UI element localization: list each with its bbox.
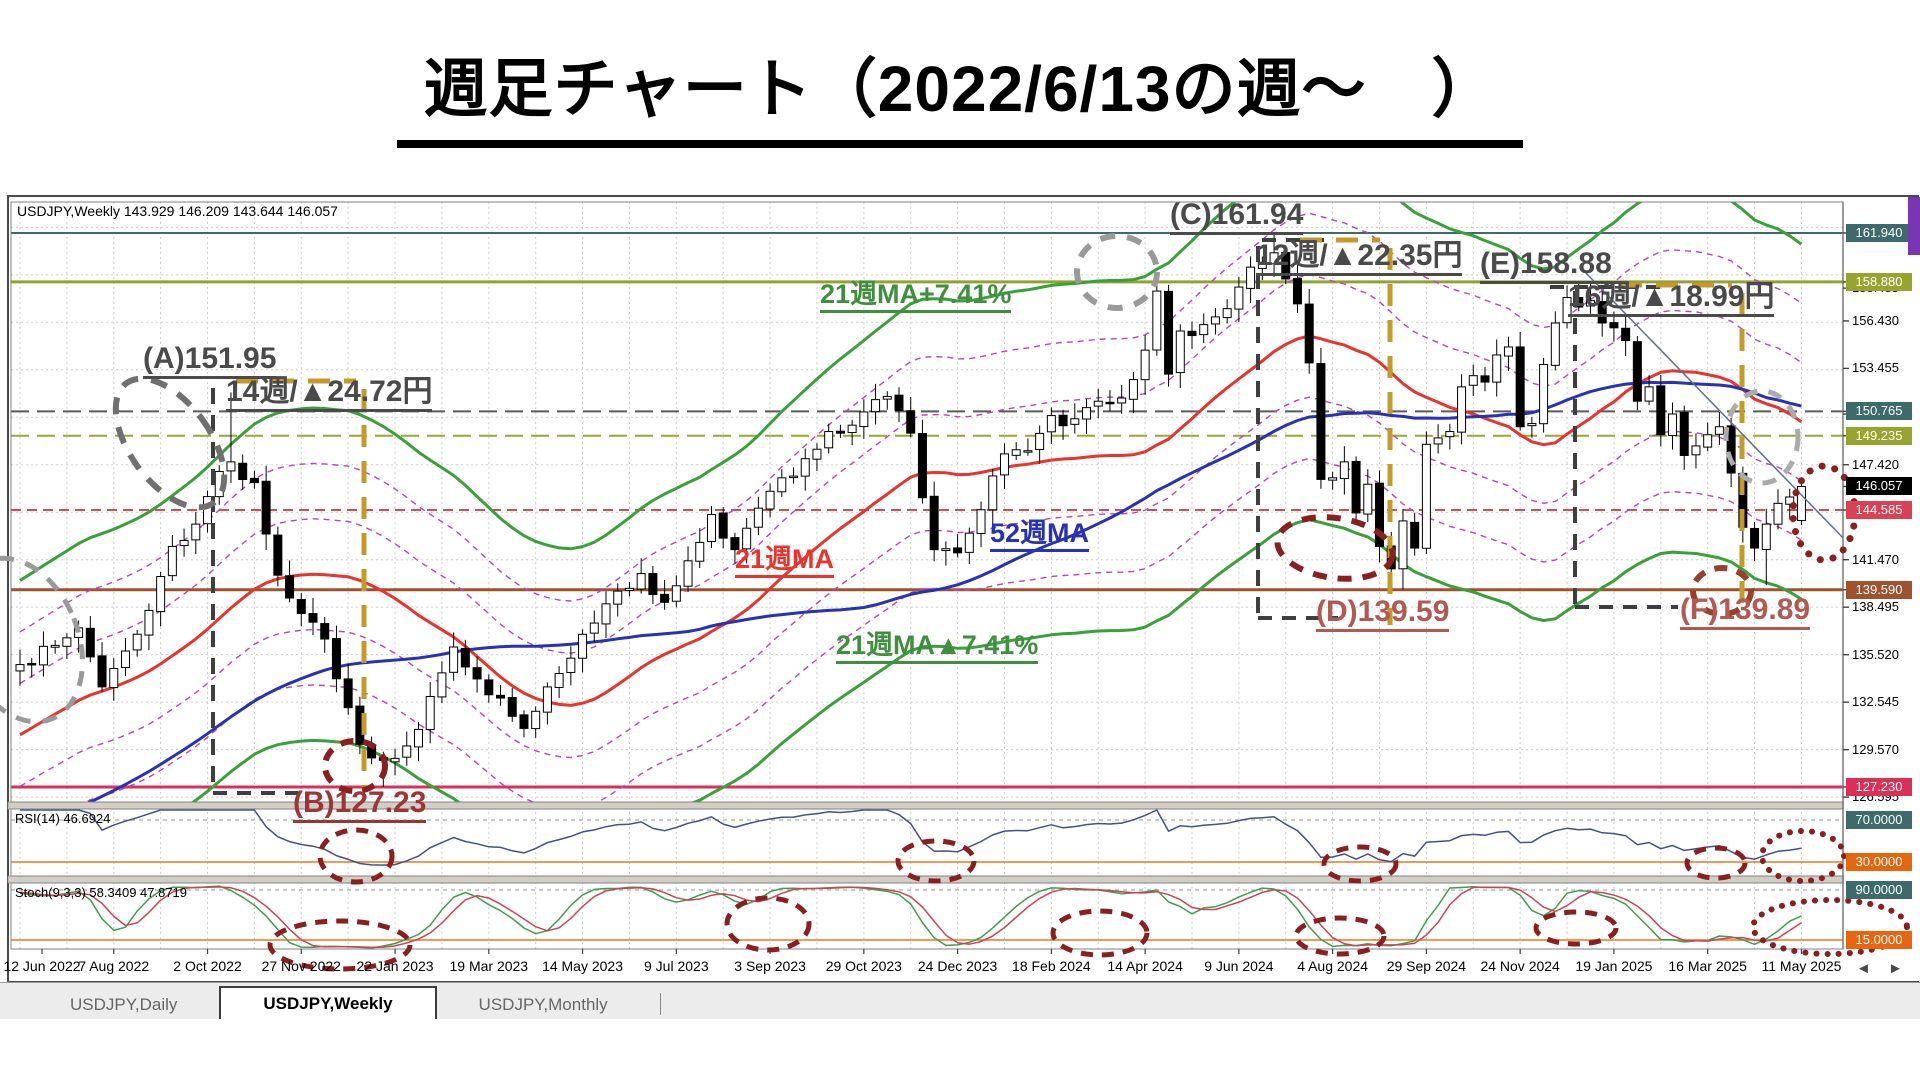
date-axis-label: 19 Mar 2023 xyxy=(449,958,529,974)
date-axis-label: 2 Oct 2022 xyxy=(173,958,242,974)
price-axis-tick: 135.520 xyxy=(1852,646,1899,662)
scroll-left-arrow[interactable]: ◄ xyxy=(1856,960,1871,977)
price-axis-badge: 149.235 xyxy=(1846,426,1912,445)
price-axis-badge: 139.590 xyxy=(1846,580,1912,599)
price-axis-badge: 127.230 xyxy=(1846,777,1912,796)
price-axis-tick: 156.430 xyxy=(1852,312,1899,328)
date-axis-label: 4 Aug 2024 xyxy=(1297,958,1369,974)
price-axis-tick: 129.570 xyxy=(1852,741,1899,757)
rsi-indicator-label: RSI(14) 46.6924 xyxy=(15,811,111,826)
chart-annotation: 52週MA xyxy=(990,519,1090,552)
tab-divider xyxy=(659,993,661,1015)
chart-annotation: (F)139.89 xyxy=(1680,594,1811,630)
date-axis-label: 9 Jul 2023 xyxy=(644,958,709,974)
rsi-level-badge: 30.0000 xyxy=(1846,853,1912,871)
chart-annotation: 21週MA xyxy=(735,545,835,578)
date-axis-label: 14 Apr 2024 xyxy=(1107,958,1183,974)
price-axis-badge: 150.765 xyxy=(1846,402,1912,421)
date-axis-label: 16 Mar 2025 xyxy=(1668,958,1747,974)
price-axis-badge: 158.880 xyxy=(1846,272,1912,291)
chart-annotation: (E)158.88 xyxy=(1480,248,1612,284)
price-axis-tick: 138.495 xyxy=(1852,599,1899,615)
price-axis-badge: 146.057 xyxy=(1846,477,1912,496)
chart-annotation: (B)127.23 xyxy=(293,787,427,823)
price-axis-badge: 144.585 xyxy=(1846,500,1912,519)
chart-annotation: 12週/▲22.35円 xyxy=(1256,240,1463,276)
chart-annotation: (A)151.95 xyxy=(143,343,277,379)
date-axis-label: 24 Nov 2024 xyxy=(1480,958,1560,974)
date-axis-label: 29 Sep 2024 xyxy=(1386,958,1467,974)
tab-usdjpy-monthly[interactable]: USDJPY,Monthly xyxy=(478,995,608,1014)
date-axis-label: 3 Sep 2023 xyxy=(734,958,806,974)
date-axis-label: 11 May 2025 xyxy=(1761,958,1842,974)
date-axis-label: 24 Dec 2023 xyxy=(917,958,998,974)
chart-annotation: 16週/▲18.99円 xyxy=(1568,281,1775,317)
chart-annotation: 14週/▲24.72円 xyxy=(226,376,433,412)
symbol-ohlc-line: USDJPY,Weekly 143.929 146.209 143.644 14… xyxy=(17,203,338,219)
date-axis-label: 19 Jan 2025 xyxy=(1575,958,1653,974)
rsi-level-badge: 70.0000 xyxy=(1846,811,1912,829)
date-axis-label: 27 Nov 2022 xyxy=(261,958,341,974)
date-axis-label: 12 Jun 2022 xyxy=(3,958,81,974)
stoch-level-badge: 90.0000 xyxy=(1846,880,1912,899)
date-axis-label: 29 Oct 2023 xyxy=(825,958,902,974)
tab-usdjpy-daily[interactable]: USDJPY,Daily xyxy=(70,995,178,1014)
date-axis-label: 9 Jun 2024 xyxy=(1204,958,1274,974)
price-axis-badge: 161.940 xyxy=(1846,224,1912,242)
chart-tab-bar: USDJPY,Daily USDJPY,Weekly USDJPY,Monthly xyxy=(0,982,1920,1019)
tab-usdjpy-weekly[interactable]: USDJPY,Weekly xyxy=(219,986,437,1019)
stoch-level-badge: 15.0000 xyxy=(1846,931,1912,949)
date-axis-label: 7 Aug 2022 xyxy=(78,958,150,974)
price-axis-tick: 147.420 xyxy=(1852,456,1899,472)
price-axis-tick: 141.470 xyxy=(1852,551,1899,567)
side-panel-fragment xyxy=(1908,197,1920,255)
chart-annotation: 21週MA▲7.41% xyxy=(836,631,1039,664)
stoch-indicator-label: Stoch(9,3,3) 58.3409 47.8719 xyxy=(15,885,188,900)
date-axis-label: 14 May 2023 xyxy=(542,958,624,974)
chart-annotation: (C)161.94 xyxy=(1170,199,1304,235)
chart-annotation: 21週MA+7.41% xyxy=(820,280,1012,313)
chart-annotation: (D)139.59 xyxy=(1316,596,1450,632)
date-axis-label: 22 Jan 2023 xyxy=(356,958,434,974)
scroll-right-arrow[interactable]: ► xyxy=(1888,960,1903,977)
price-axis-tick: 132.545 xyxy=(1852,694,1899,710)
price-axis-tick: 153.455 xyxy=(1852,360,1899,376)
date-axis-label: 18 Feb 2024 xyxy=(1012,958,1091,974)
